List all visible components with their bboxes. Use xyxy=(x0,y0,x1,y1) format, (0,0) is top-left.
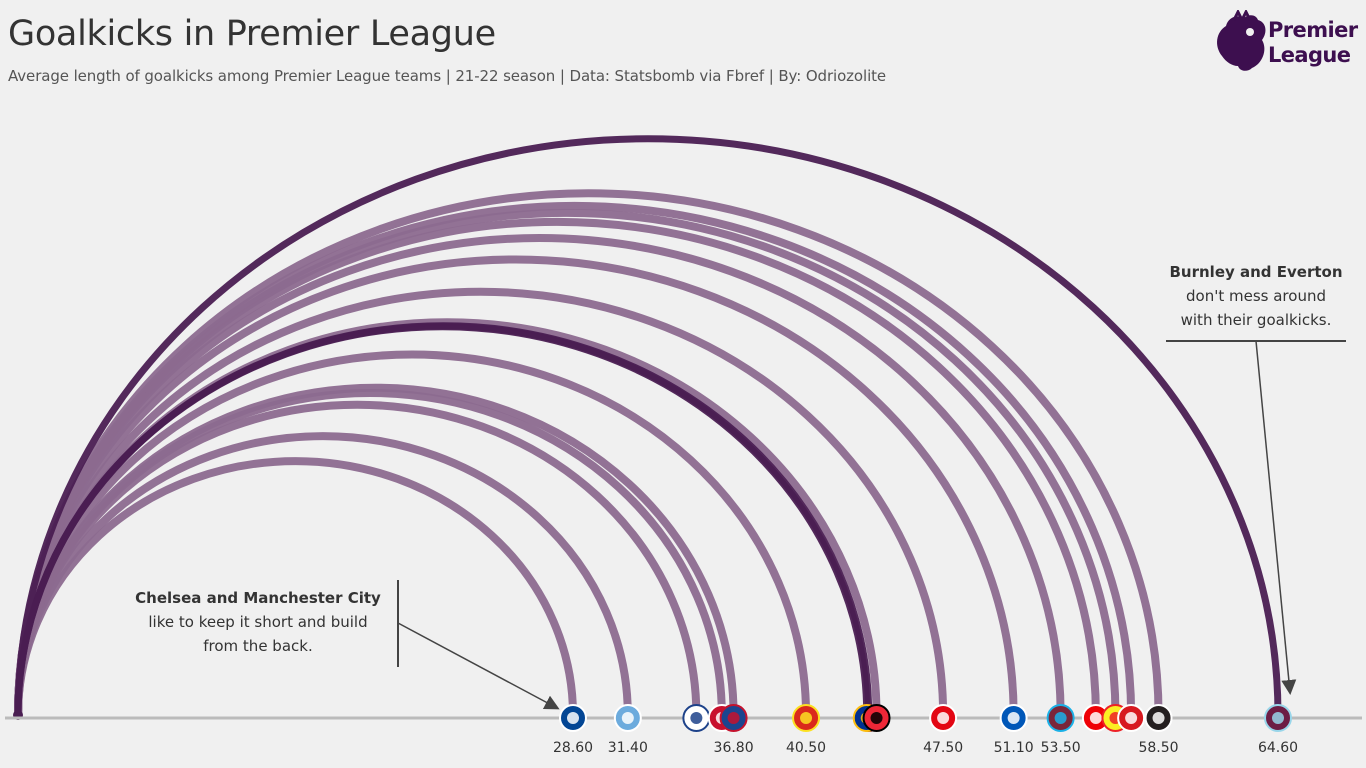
crest-arsenal-icon-inner xyxy=(1089,712,1102,724)
crest-sheffield-united-icon-inner xyxy=(870,712,883,724)
page-title: Goalkicks in Premier League xyxy=(8,14,496,54)
crest-crystal-palace-icon-inner xyxy=(727,712,740,724)
annotation-chelsea-city: Chelsea and Manchester City like to keep… xyxy=(128,586,388,658)
crest-manchester-city-icon-inner xyxy=(621,712,634,724)
tick-label: 36.80 xyxy=(714,740,754,756)
crest-newcastle-united-icon-inner xyxy=(1152,712,1165,724)
tick-label: 58.50 xyxy=(1138,740,1178,756)
crests-group xyxy=(559,704,1292,732)
logo-line-2: League xyxy=(1268,43,1351,67)
tick-label: 51.10 xyxy=(994,740,1034,756)
tick-label: 53.50 xyxy=(1041,740,1081,756)
tick-label: 64.60 xyxy=(1258,740,1298,756)
crest-manchester-united-icon-inner xyxy=(800,712,813,724)
tick-label: 47.50 xyxy=(923,740,963,756)
tick-labels-group: 28.60 31.40 36.80 40.50 47.50 51.10 53.50 58.50… xyxy=(553,740,1298,756)
annotation-right-line-1: don't mess around xyxy=(1186,287,1326,305)
annotation-pointers xyxy=(397,340,1346,710)
annotation-right-bold: Burnley and Everton xyxy=(1169,263,1343,281)
annotation-burnley-everton: Burnley and Everton don't mess around wi… xyxy=(1166,260,1346,332)
premier-league-lion-icon xyxy=(1217,8,1266,71)
page-subtitle: Average length of goalkicks among Premie… xyxy=(8,67,887,85)
premier-league-logo: Premier League xyxy=(1212,8,1358,76)
arc-leicester-city xyxy=(14,323,871,719)
annotation-left-bold: Chelsea and Manchester City xyxy=(135,589,381,607)
logo-line-1: Premier xyxy=(1268,18,1358,42)
crest-southampton-icon-inner xyxy=(1125,712,1138,724)
annotation-left-line-2: from the back. xyxy=(203,637,313,655)
annotation-left-arrow xyxy=(397,622,560,710)
tick-label: 40.50 xyxy=(786,740,826,756)
annotation-right-arrow xyxy=(1255,340,1297,695)
crest-burnley-icon-inner xyxy=(1272,712,1284,724)
crest-west-ham-united-icon-inner xyxy=(1054,712,1067,724)
premier-league-wordmark: Premier League xyxy=(1268,18,1358,68)
arc-newcastle-united xyxy=(14,190,1163,719)
arc-burnley xyxy=(14,135,1282,719)
crest-chelsea-icon-inner xyxy=(567,712,579,724)
arcs-group xyxy=(13,135,1282,720)
annotation-left-line-1: like to keep it short and build xyxy=(148,613,368,631)
crest-leeds-united-icon-inner xyxy=(690,712,703,724)
crest-brentford-icon-inner xyxy=(937,712,950,724)
tick-label: 31.40 xyxy=(608,740,648,756)
annotation-right-line-2: with their goalkicks. xyxy=(1180,311,1332,329)
arc-crystal-palace xyxy=(14,384,738,719)
crest-brighton-icon-inner xyxy=(1007,712,1020,724)
arc-brentford xyxy=(14,288,948,719)
tick-label: 28.60 xyxy=(553,740,593,756)
